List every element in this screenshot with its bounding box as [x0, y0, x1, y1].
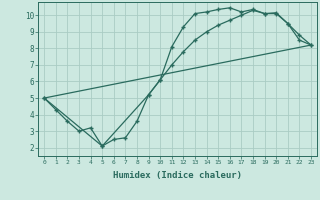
X-axis label: Humidex (Indice chaleur): Humidex (Indice chaleur)	[113, 171, 242, 180]
